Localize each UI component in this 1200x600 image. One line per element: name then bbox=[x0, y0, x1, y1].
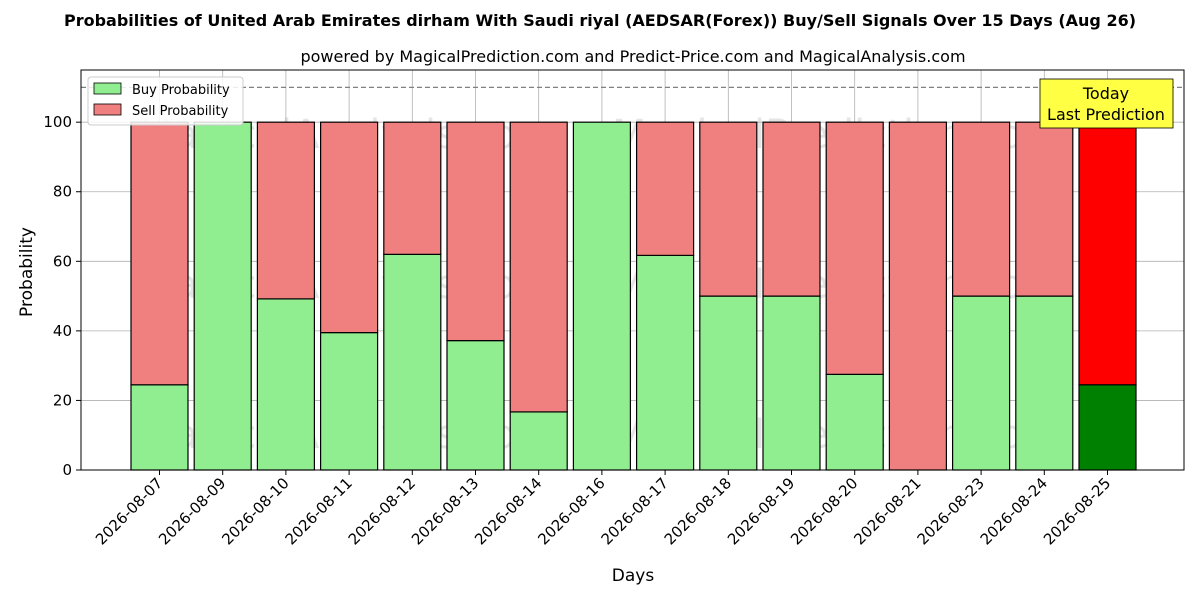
x-tick-label-1: 2026-08-09 bbox=[155, 474, 229, 548]
buy-bar-5 bbox=[446, 340, 505, 471]
x-tick-label-3: 2026-08-11 bbox=[282, 474, 356, 548]
buy-bar-2 bbox=[256, 298, 315, 471]
y-tick-label-1: 20 bbox=[53, 391, 72, 409]
x-tick-label-5: 2026-08-13 bbox=[408, 474, 482, 548]
legend-buy-swatch bbox=[93, 82, 122, 95]
buy-bar-7 bbox=[572, 121, 632, 471]
x-tick-label-12: 2026-08-21 bbox=[850, 474, 924, 548]
sell-bar-13 bbox=[951, 121, 1011, 297]
x-tick-label-11: 2026-08-20 bbox=[787, 474, 861, 548]
sell-bar-9 bbox=[699, 121, 758, 297]
x-tick-label-15: 2026-08-25 bbox=[1040, 474, 1114, 548]
y-tick-label-2: 40 bbox=[53, 322, 72, 340]
legend-box bbox=[87, 76, 244, 126]
sell-bar-2 bbox=[256, 121, 315, 300]
y-tick-label-0: 0 bbox=[62, 461, 72, 479]
plot-frame bbox=[80, 69, 1185, 471]
legend-sell-label: Sell Probability bbox=[132, 104, 229, 119]
buy-bar-0 bbox=[130, 384, 189, 471]
legend-sell-swatch bbox=[93, 103, 122, 116]
sell-bar-14 bbox=[1015, 121, 1074, 297]
x-tick-label-2: 2026-08-10 bbox=[218, 474, 292, 548]
annotation-line-last-prediction: Last Prediction bbox=[1047, 105, 1165, 124]
x-tick-label-13: 2026-08-23 bbox=[914, 474, 988, 548]
sell-bar-6 bbox=[509, 121, 568, 413]
chart-subtitle: powered by MagicalPrediction.com and Pre… bbox=[300, 47, 965, 66]
x-tick-label-4: 2026-08-12 bbox=[345, 474, 419, 548]
x-tick-label-14: 2026-08-24 bbox=[977, 474, 1051, 548]
buy-bar-15 bbox=[1078, 384, 1137, 471]
x-axis-label: Days bbox=[612, 566, 655, 586]
sell-bar-5 bbox=[446, 121, 505, 342]
buy-bar-6 bbox=[509, 411, 568, 471]
bars bbox=[130, 121, 1137, 471]
sell-bar-15 bbox=[1078, 121, 1137, 386]
buy-bar-8 bbox=[635, 254, 695, 471]
buy-bar-11 bbox=[825, 373, 884, 471]
buy-bar-10 bbox=[762, 295, 821, 471]
y-axis-ticks: 0 20 40 60 80 100 bbox=[43, 113, 81, 479]
legend: Buy Probability Sell Probability bbox=[87, 76, 244, 126]
y-tick-label-3: 60 bbox=[53, 252, 72, 270]
x-tick-label-10: 2026-08-19 bbox=[724, 474, 798, 548]
sell-bar-4 bbox=[383, 121, 442, 255]
y-tick-label-4: 80 bbox=[53, 183, 72, 201]
y-axis-label: Probability bbox=[17, 227, 37, 317]
x-tick-label-6: 2026-08-14 bbox=[471, 474, 545, 548]
y-tick-label-5: 100 bbox=[43, 113, 72, 131]
x-tick-label-8: 2026-08-17 bbox=[598, 474, 672, 548]
annotation-line-today: Today bbox=[1082, 84, 1129, 103]
buy-bar-9 bbox=[699, 295, 758, 471]
sell-bar-8 bbox=[635, 121, 695, 256]
buy-bar-3 bbox=[320, 332, 379, 471]
sell-bar-3 bbox=[320, 121, 379, 334]
legend-buy-label: Buy Probability bbox=[132, 83, 230, 98]
buy-bar-13 bbox=[951, 295, 1011, 471]
x-tick-label-7: 2026-08-16 bbox=[534, 474, 608, 548]
chart-title: Probabilities of United Arab Emirates di… bbox=[64, 11, 1136, 30]
sell-bar-12 bbox=[888, 121, 948, 471]
x-axis-ticks: 2026-08-072026-08-092026-08-102026-08-11… bbox=[92, 470, 1114, 548]
sell-bar-10 bbox=[762, 121, 821, 297]
today-annotation: Today Last Prediction bbox=[1039, 78, 1174, 129]
x-tick-label-9: 2026-08-18 bbox=[661, 474, 735, 548]
sell-bar-0 bbox=[130, 121, 189, 386]
buy-bar-1 bbox=[193, 121, 252, 471]
buy-bar-14 bbox=[1015, 295, 1074, 471]
buy-bar-4 bbox=[383, 253, 442, 471]
sell-bar-11 bbox=[825, 121, 884, 375]
annotation-box bbox=[1039, 78, 1174, 129]
x-tick-label-0: 2026-08-07 bbox=[92, 474, 166, 548]
